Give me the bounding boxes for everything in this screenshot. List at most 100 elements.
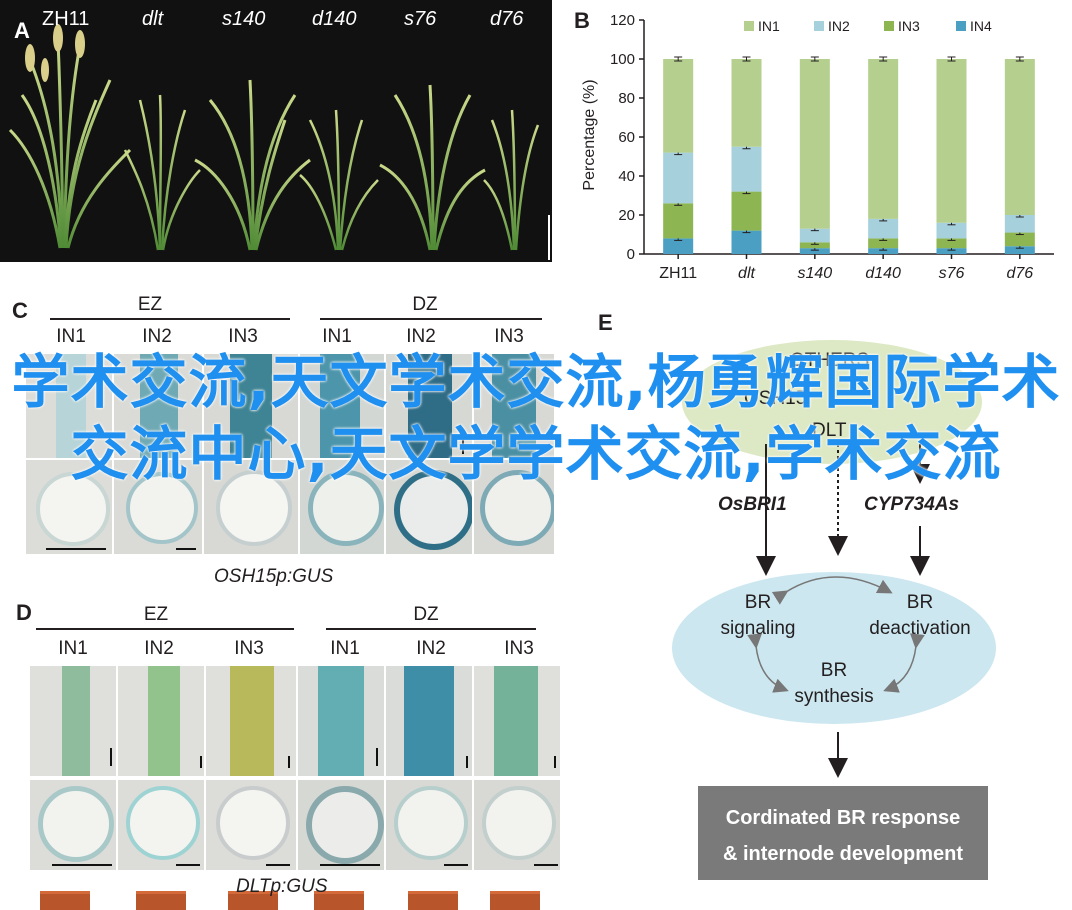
br-synthesis-line2: synthesis bbox=[794, 686, 874, 707]
micrograph-longitudinal bbox=[300, 354, 384, 458]
legend-label: IN3 bbox=[898, 18, 920, 34]
x-tick-label: s76 bbox=[939, 265, 965, 282]
panel-a-plant-photo: ZH11 dlt s140 d140 s76 d76 bbox=[0, 0, 552, 910]
bar-segment bbox=[936, 238, 967, 249]
column-label: IN1 bbox=[58, 638, 88, 659]
bar-segment bbox=[731, 146, 762, 192]
feedback-arrow bbox=[747, 633, 789, 693]
bar-segment bbox=[799, 59, 830, 229]
group-label-ez: EZ bbox=[137, 294, 163, 315]
legend-swatch bbox=[956, 21, 966, 31]
bar-segment bbox=[936, 59, 967, 223]
response-label: Cordinated BR response & internode devel… bbox=[698, 800, 988, 872]
panel-a-letter: A bbox=[14, 18, 30, 43]
scale-bar bbox=[266, 864, 290, 866]
feedback-arrow bbox=[771, 576, 893, 605]
br-deactivation-line1: BR bbox=[906, 592, 934, 613]
micrograph-longitudinal bbox=[474, 354, 554, 458]
micrograph-longitudinal bbox=[114, 354, 202, 458]
panel-e-pathway-diagram bbox=[672, 340, 996, 880]
y-tick-label: 120 bbox=[610, 12, 635, 29]
micrograph-longitudinal bbox=[26, 354, 112, 458]
scale-bar bbox=[444, 864, 468, 866]
legend-swatch bbox=[744, 21, 754, 31]
column-label: IN3 bbox=[228, 326, 258, 347]
scale-bar bbox=[46, 548, 106, 550]
column-label: IN3 bbox=[494, 326, 524, 347]
micrograph-cross-section bbox=[386, 460, 472, 554]
bar-segment bbox=[731, 230, 762, 254]
micrograph-longitudinal bbox=[386, 354, 472, 458]
group-label-dz: DZ bbox=[413, 604, 439, 625]
scale-bar bbox=[554, 756, 556, 768]
scale-bar bbox=[288, 756, 290, 768]
bar-segment bbox=[663, 152, 694, 204]
scale-bar bbox=[176, 548, 196, 550]
scale-bar bbox=[534, 864, 558, 866]
plants-illustration bbox=[8, 24, 550, 260]
micrograph-cross-section bbox=[26, 460, 112, 554]
scale-bar bbox=[52, 864, 112, 866]
panel-b-letter: B bbox=[574, 8, 590, 33]
br-deactivation-label: BR deactivation bbox=[852, 590, 988, 642]
cyp734as-label: CYP734As bbox=[864, 494, 960, 515]
genotype-label: s76 bbox=[404, 8, 437, 30]
osh15-label: OSH15 bbox=[744, 388, 807, 409]
bar-segment bbox=[1004, 59, 1035, 215]
column-label: IN1 bbox=[322, 326, 352, 347]
panel-d-letter: D bbox=[16, 600, 32, 625]
y-axis-label: Percentage (%) bbox=[581, 79, 598, 190]
micrograph-cross-section bbox=[114, 460, 202, 554]
watermark-overlay-text: 学术交流,天文学术交流,杨勇辉国际学术交流中心,天文学学术交流,学术交流 bbox=[11, 348, 1061, 488]
scale-bar bbox=[176, 864, 200, 866]
column-label: IN2 bbox=[416, 638, 446, 659]
bar-segment bbox=[731, 191, 762, 231]
group-divider bbox=[320, 318, 542, 320]
bar-segment bbox=[1004, 215, 1035, 233]
others-label: OTHERS bbox=[790, 350, 870, 371]
legend-label: IN4 bbox=[970, 18, 992, 34]
scale-bar bbox=[376, 748, 378, 766]
group-label-ez: EZ bbox=[143, 604, 169, 625]
micrograph-cross-section bbox=[386, 780, 472, 870]
legend-swatch bbox=[814, 21, 824, 31]
column-label: IN2 bbox=[144, 638, 174, 659]
x-tick-label: d140 bbox=[865, 265, 901, 282]
group-label-dz: DZ bbox=[412, 294, 438, 315]
micrograph-longitudinal bbox=[206, 666, 296, 776]
bar-segment bbox=[936, 248, 967, 254]
legend-label: IN2 bbox=[828, 18, 850, 34]
bar-segment bbox=[868, 248, 899, 254]
y-tick-label: 80 bbox=[618, 90, 635, 107]
column-label: IN2 bbox=[406, 326, 436, 347]
br-signaling-line1: BR bbox=[744, 592, 772, 613]
genotype-label: d140 bbox=[312, 8, 357, 30]
panel-c-letter: C bbox=[12, 298, 28, 323]
genotype-label: s140 bbox=[222, 8, 266, 30]
micrograph-longitudinal bbox=[204, 354, 298, 458]
panel-e-letter: E bbox=[598, 310, 613, 335]
regulators-ellipse bbox=[682, 340, 982, 464]
x-tick-label: s140 bbox=[797, 265, 832, 282]
column-label: IN3 bbox=[234, 638, 264, 659]
legend-label: IN1 bbox=[758, 18, 780, 34]
group-divider bbox=[36, 628, 294, 630]
bar-segment bbox=[868, 238, 899, 249]
group-divider bbox=[326, 628, 536, 630]
osbri1-label: OsBRI1 bbox=[718, 494, 787, 515]
y-tick-label: 40 bbox=[618, 168, 635, 185]
micrograph-cross-section bbox=[300, 460, 384, 554]
micrograph-cross-section bbox=[204, 460, 298, 554]
bar-segment bbox=[936, 222, 967, 239]
dlt-label: DLT bbox=[812, 420, 847, 441]
micrograph-cross-section bbox=[474, 460, 554, 554]
bar-segment bbox=[799, 242, 830, 249]
y-tick-label: 20 bbox=[618, 207, 635, 224]
micrograph-longitudinal bbox=[386, 666, 472, 776]
scale-bar bbox=[466, 756, 468, 768]
genotype-label: ZH11 bbox=[42, 8, 90, 30]
bar-segment bbox=[799, 228, 830, 243]
br-signaling-label: BR signaling bbox=[708, 590, 808, 642]
panel-c-caption: OSH15p:GUS bbox=[214, 566, 334, 587]
scale-bar bbox=[462, 440, 464, 454]
